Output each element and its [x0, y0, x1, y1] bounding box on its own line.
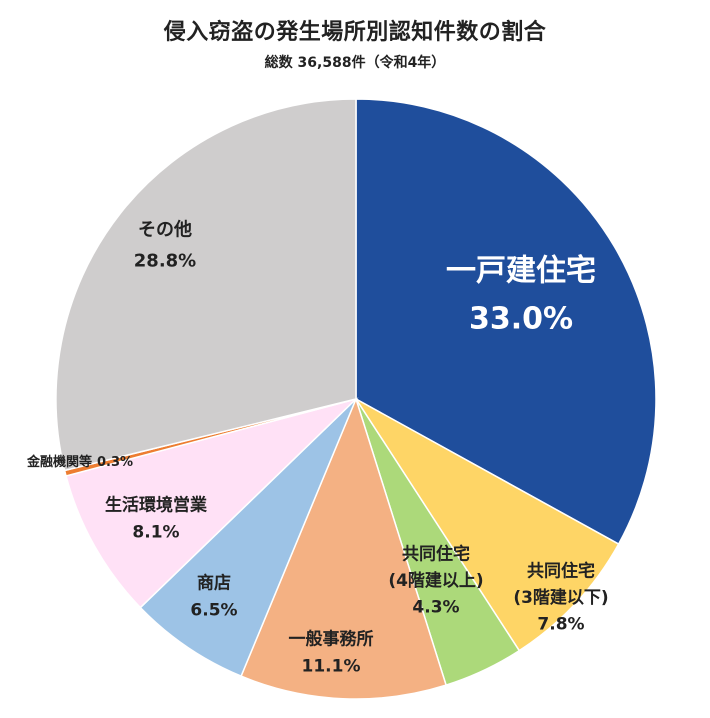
pie-slice [55, 98, 357, 472]
slice-label: 金融機関等 0.3% [26, 454, 133, 470]
slice-category-label: (4階建以上) [388, 570, 483, 591]
slice-category-label: 商店 [197, 572, 231, 593]
slice-value-label: 28.8% [134, 250, 196, 271]
chart-title: 侵入窃盗の発生場所別認知件数の割合 [163, 20, 547, 45]
slice-value-label: 6.5% [190, 601, 237, 621]
slice-value-label: 4.3% [412, 597, 459, 617]
pie-slice [355, 98, 657, 546]
slice-category-label: 一般事務所 [289, 628, 374, 649]
slice-category-label: 共同住宅 [527, 561, 595, 582]
slice-category-label: 一戸建住宅 [446, 254, 596, 289]
slice-value-label: 33.0% [469, 302, 573, 337]
slice-category-label: その他 [138, 219, 192, 241]
slice-category-label: 共同住宅 [402, 544, 470, 565]
chart-subtitle: 総数 36,588件（令和4年） [264, 55, 446, 71]
pie-slice [240, 396, 448, 700]
pie-slice [139, 398, 357, 678]
pie-slice [65, 397, 359, 609]
slice-value-label: 11.1% [302, 657, 361, 677]
slice-category-label: (3階建以下) [513, 587, 608, 608]
slice-category-label: 生活環境営業 [105, 494, 207, 515]
pie-slice [355, 398, 620, 652]
slice-value-label: 7.8% [537, 614, 584, 634]
slice-value-label: 8.1% [132, 523, 179, 543]
